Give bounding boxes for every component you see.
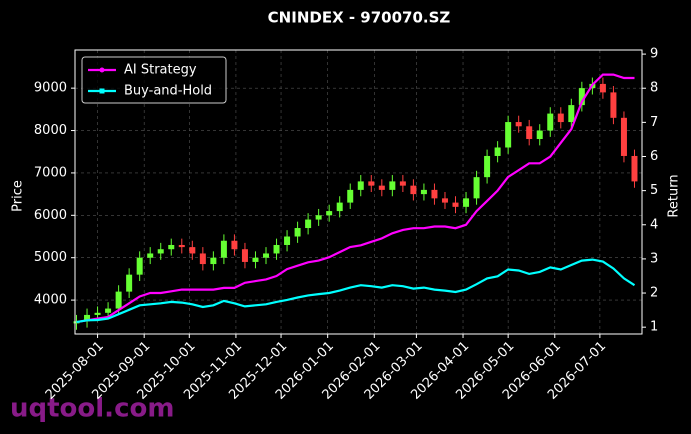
y2-tick-label: 3 <box>650 251 658 266</box>
candle-body <box>357 181 364 190</box>
candle-body <box>241 249 248 262</box>
candle-body <box>284 236 291 245</box>
watermark: uqtool.com <box>10 394 174 424</box>
candle-body <box>84 314 91 322</box>
y2-tick-label: 5 <box>650 183 658 198</box>
candle-body <box>273 244 280 254</box>
candle-body <box>420 189 427 195</box>
candle-body <box>326 211 333 216</box>
candle-body <box>168 244 175 250</box>
candle-body <box>347 189 354 203</box>
candle-body <box>378 185 385 190</box>
candle-body <box>94 312 101 315</box>
return-line <box>76 73 635 324</box>
candle-body <box>610 92 617 118</box>
candle-body <box>441 198 448 203</box>
candle-body <box>336 202 343 212</box>
y2-tick-label: 7 <box>650 115 658 130</box>
legend-label: Buy-and-Hold <box>124 84 212 99</box>
legend-label: AI Strategy <box>124 63 197 78</box>
candle-body <box>473 177 480 199</box>
candle-body <box>568 105 575 123</box>
legend-box <box>81 56 227 104</box>
candle-body <box>115 291 122 309</box>
candle-body <box>189 247 196 254</box>
y2-tick-label: 6 <box>650 149 658 164</box>
candle-body <box>263 253 270 258</box>
candle-body <box>252 257 259 262</box>
y2-tick-label: 1 <box>650 320 658 335</box>
legend-marker <box>99 67 105 73</box>
candle-body <box>599 83 606 93</box>
candle-body <box>620 117 627 156</box>
legend-marker <box>99 88 105 94</box>
candle-body <box>368 181 375 186</box>
candle-body <box>526 126 533 140</box>
candle-body <box>431 189 438 199</box>
y-tick-label: 6000 <box>34 208 67 223</box>
candle-body <box>73 321 80 324</box>
candle-body <box>399 181 406 186</box>
chart-title: CNINDEX - 970070.SZ <box>268 9 451 27</box>
candle-body <box>157 249 164 254</box>
y2-tick-label: 4 <box>650 217 658 232</box>
candle-body <box>231 240 238 250</box>
candle-body <box>547 113 554 131</box>
candle-body <box>389 181 396 190</box>
candle-body <box>136 257 143 275</box>
candle-body <box>126 274 133 292</box>
candle-body <box>220 240 227 258</box>
candle-body <box>315 215 322 220</box>
y2-tick-label: 9 <box>650 47 658 62</box>
y-tick-label: 5000 <box>34 250 67 265</box>
y-tick-label: 4000 <box>34 293 67 308</box>
candle-body <box>578 88 585 106</box>
plot-frame <box>74 49 643 335</box>
candle-body <box>557 113 564 123</box>
y-tick-label: 8000 <box>34 123 67 138</box>
candle-body <box>210 257 217 265</box>
candle-body <box>105 308 112 313</box>
y-tick-label: 7000 <box>34 165 67 180</box>
candle-body <box>484 155 491 178</box>
candle-body <box>515 122 522 127</box>
candle-body <box>147 253 154 258</box>
y-axis-label: Price <box>11 180 26 212</box>
y2-axis-label: Return <box>667 174 682 217</box>
candle-body <box>494 147 501 156</box>
candle-body <box>452 202 459 207</box>
candle-body <box>199 253 206 265</box>
candle-body <box>410 185 417 195</box>
y2-tick-label: 8 <box>650 81 658 96</box>
candle-body <box>305 219 312 229</box>
candle-body <box>463 198 470 207</box>
candle-body <box>294 228 301 237</box>
candle-body <box>631 155 638 182</box>
candle-body <box>505 122 512 148</box>
candle-body <box>178 244 185 248</box>
candle-body <box>536 130 543 140</box>
y-tick-label: 9000 <box>34 81 67 96</box>
y2-tick-label: 2 <box>650 286 658 301</box>
return-line <box>76 258 636 324</box>
